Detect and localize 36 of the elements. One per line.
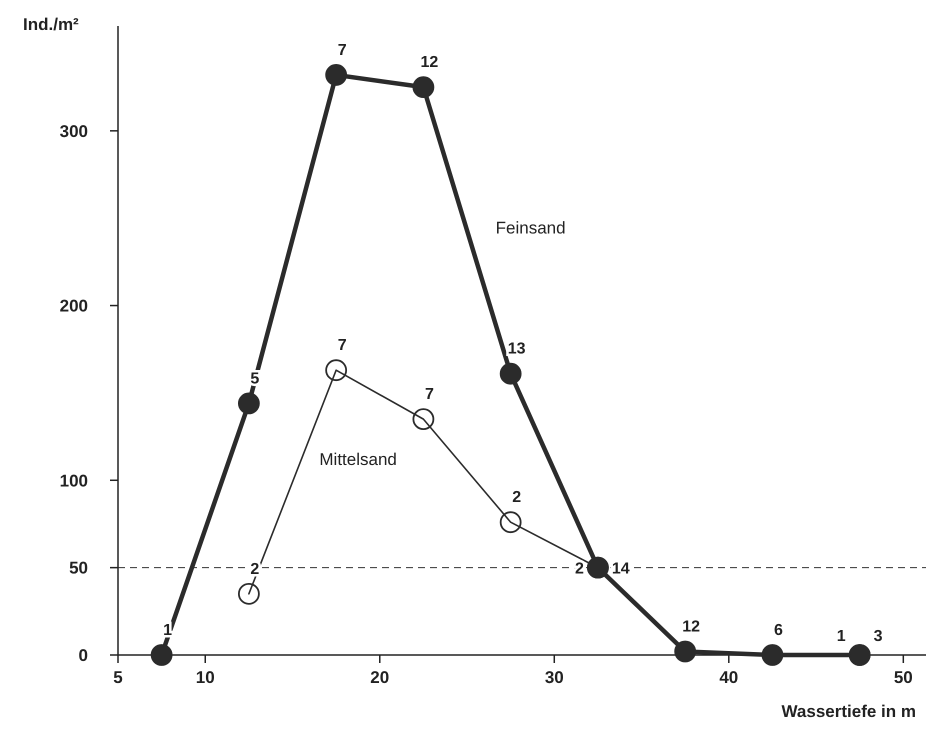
point [500,511,522,534]
series-label: Mittelsand [319,450,397,470]
x-tick-label: 5 [113,668,123,687]
y-tick-label: 100 [60,471,88,490]
annotation: 1 [836,628,846,645]
annotation: 3 [874,628,883,645]
point [762,644,784,666]
x-tick-label: 50 [894,668,913,687]
y-tick-label: 0 [78,646,88,665]
y-tick-label: 50 [69,558,88,578]
annotation: 12 [682,618,700,636]
series-label: Feinsand [496,218,566,238]
annotation: 13 [508,340,526,358]
x-tick-label: 10 [196,668,215,687]
annotation: 6 [774,622,783,639]
x-tick-label: 40 [719,668,738,687]
y-tick-label: 200 [60,296,88,316]
x-tick-label: 30 [544,668,564,687]
y-axis-title: Ind./m² [23,15,80,34]
point [500,362,522,385]
annotation: 7 [424,386,434,404]
point [412,76,434,98]
annotation: 2 [512,489,522,506]
point [238,392,260,414]
y-tick-label: 300 [60,122,88,141]
annotation: 7 [338,337,347,354]
point [325,359,348,382]
x-axis-title: Wassertiefe in m [782,702,916,721]
point [412,408,434,430]
annotation: 7 [338,42,347,59]
point [674,640,696,662]
point [150,644,173,666]
point [238,582,260,605]
annotation: 12 [420,54,438,72]
point [325,64,348,86]
x-tick-label: 20 [370,668,390,687]
